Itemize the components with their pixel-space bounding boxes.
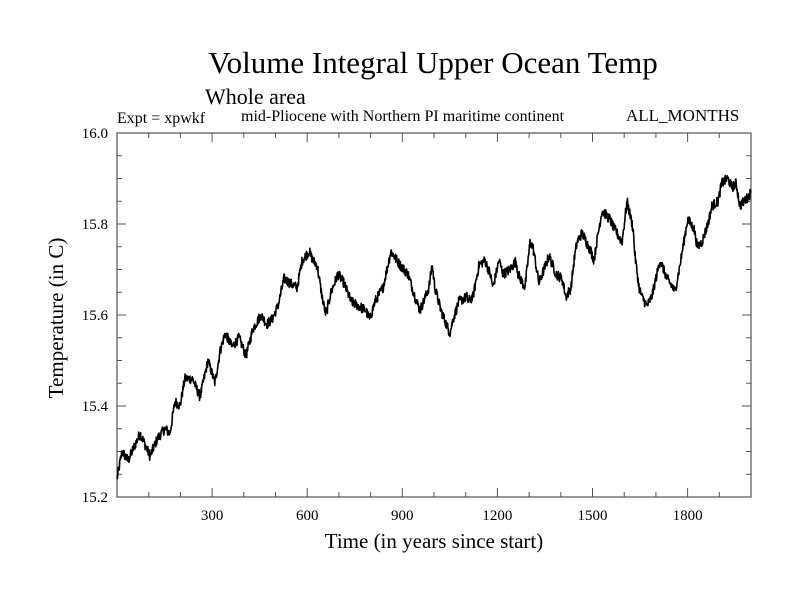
x-tick-label: 1500 [578,508,608,524]
chart-subtitle: Whole area [205,84,306,109]
plot-frame [116,132,752,498]
x-tick-label: 300 [201,508,224,524]
chart-title: Volume Integral Upper Ocean Temp [208,45,658,80]
y-tick-label: 15.4 [82,399,109,415]
x-axis-label: Time (in years since start) [325,529,544,553]
x-tick-label: 1200 [482,508,512,524]
series-line [116,174,752,480]
experiment-annotation: Expt = xpwkf [117,110,206,127]
x-tick-label: 1800 [673,508,703,524]
y-tick-label: 15.6 [82,308,109,324]
description-annotation: mid-Pliocene with Northern PI maritime c… [241,108,565,125]
y-tick-label: 15.2 [82,490,108,506]
series-group [116,174,752,480]
y-tick-label: 15.8 [82,217,108,233]
x-tick-label: 900 [391,508,414,524]
x-tick-label: 600 [296,508,319,524]
y-tick-label: 16.0 [82,126,108,142]
months-annotation: ALL_MONTHS [626,106,739,125]
y-axis-label: Temperature (in C) [44,238,68,399]
ticks-group: 300 600 900 1200 1500 1800 15.2 15.4 15.6 15.8 16.… [82,126,751,524]
axes-group [116,132,752,498]
